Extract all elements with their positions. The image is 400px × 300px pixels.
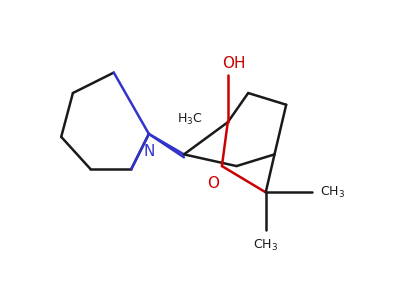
- Text: CH$_3$: CH$_3$: [320, 185, 345, 200]
- Text: N: N: [143, 144, 154, 159]
- Text: H$_3$C: H$_3$C: [177, 112, 203, 127]
- Text: OH: OH: [222, 56, 245, 71]
- Text: O: O: [207, 176, 219, 191]
- Text: CH$_3$: CH$_3$: [253, 238, 278, 253]
